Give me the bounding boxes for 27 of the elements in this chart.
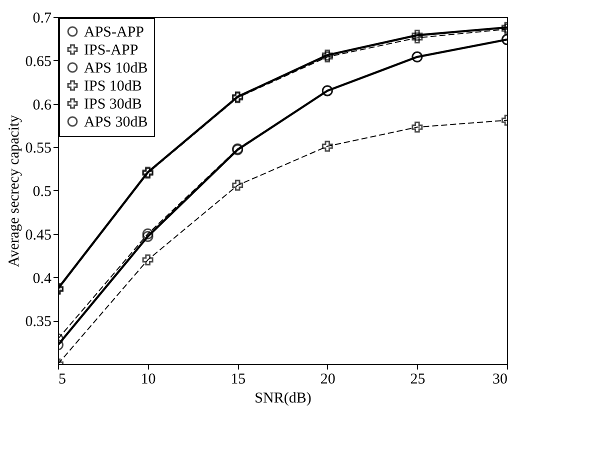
y-tick-label: 0.4 (32, 270, 52, 287)
legend-label: IPS 30dB (84, 96, 142, 112)
point (322, 140, 333, 152)
point (232, 180, 244, 191)
x-tick-label: 30 (492, 372, 508, 388)
legend-label: APS-APP (84, 24, 144, 40)
y-tick-label: 0.7 (32, 10, 52, 26)
point (142, 254, 154, 266)
point (142, 230, 154, 242)
y-tick-label: 0.55 (25, 140, 52, 157)
y-tick-label: 0.6 (32, 97, 52, 114)
legend-label: IPS-APP (84, 42, 138, 58)
x-tick-label: 10 (140, 372, 156, 388)
x-tick-label: 20 (320, 372, 336, 388)
y-tick-label: 0.45 (25, 227, 52, 244)
legend-label: APS 10dB (84, 60, 148, 76)
point (142, 228, 154, 240)
y-axis-title: Average secrecy capacity (6, 114, 22, 268)
legend-label: IPS 10dB (84, 78, 142, 94)
x-axis-title: SNR(dB) (254, 390, 312, 406)
y-tick-label: 0.5 (32, 184, 52, 200)
x-tick-label: 25 (410, 372, 426, 388)
legend-label: APS 30dB (84, 114, 148, 130)
x-tick-label: 15 (230, 372, 246, 388)
x-tick-label: 5 (58, 372, 66, 388)
y-tick-label: 0.65 (25, 54, 52, 70)
y-tick-label: 0.35 (25, 314, 52, 330)
